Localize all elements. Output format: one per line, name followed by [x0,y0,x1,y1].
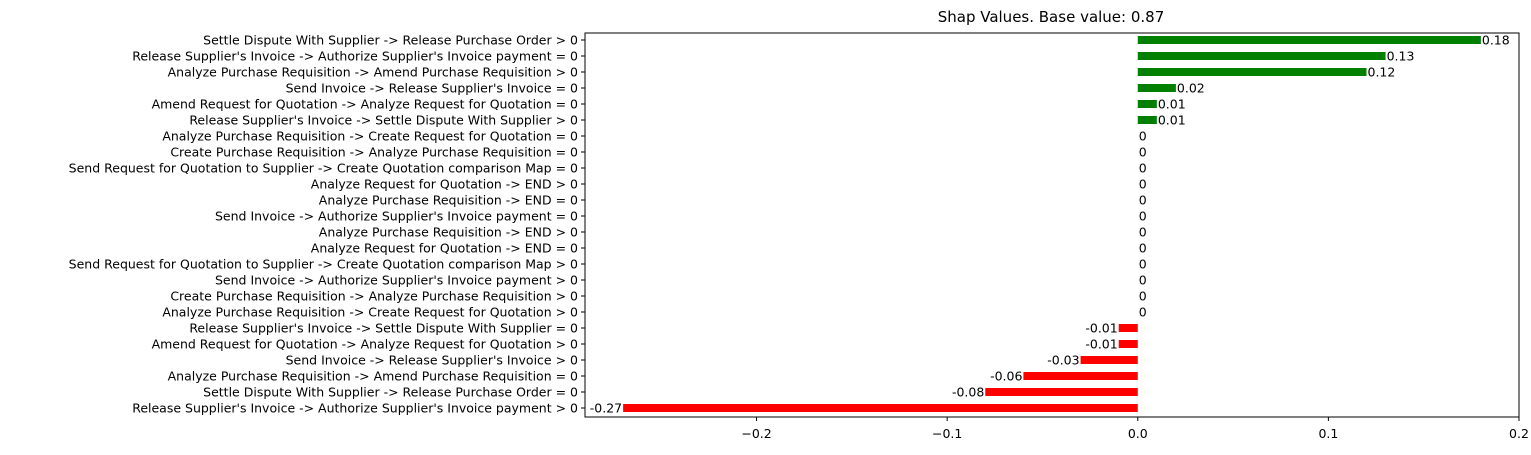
bar [623,404,1138,412]
data-label: -0.01 [1085,337,1117,352]
bar [1023,372,1138,380]
y-tick-label: Analyze Request for Quotation -> END > 0 [311,177,578,192]
data-label: 0.12 [1368,65,1396,80]
bar [1137,52,1386,60]
data-label: 0.18 [1482,33,1510,48]
y-tick-label: Analyze Request for Quotation -> END = 0 [311,241,578,256]
y-tick-label: Amend Request for Quotation -> Analyze R… [152,337,578,352]
data-label: -0.06 [990,369,1022,384]
data-label: 0 [1139,145,1147,160]
y-tick-label: Send Invoice -> Authorize Supplier's Inv… [215,209,578,224]
data-label: 0 [1139,193,1147,208]
y-tick-label: Analyze Purchase Requisition -> END > 0 [319,225,578,240]
bar [1137,116,1157,124]
data-label: 0 [1139,241,1147,256]
data-label: 0.13 [1387,49,1415,64]
y-tick-label: Analyze Purchase Requisition -> Create R… [162,129,578,144]
bar [1118,340,1138,348]
y-tick-label: Analyze Purchase Requisition -> Create R… [162,305,578,320]
bar [1137,68,1367,76]
y-axis: Settle Dispute With Supplier -> Release … [69,33,585,416]
y-tick-label: Settle Dispute With Supplier -> Release … [203,385,578,400]
y-tick-label: Analyze Purchase Requisition -> Amend Pu… [168,369,578,384]
data-label: 0 [1139,257,1147,272]
x-tick-label: 0.1 [1318,426,1338,441]
data-label: -0.27 [590,401,622,416]
y-tick-label: Create Purchase Requisition -> Analyze P… [170,145,578,160]
bar [1080,356,1138,364]
bar [1137,84,1176,92]
data-label: 0.02 [1177,81,1205,96]
x-axis: −0.2 −0.1 0.0 0.1 0.2 [741,417,1529,441]
y-tick-label: Release Supplier's Invoice -> Settle Dis… [189,321,578,336]
bar [985,388,1138,396]
x-tick-label: 0.0 [1128,426,1148,441]
y-tick-label: Send Request for Quotation to Supplier -… [69,257,578,272]
data-label: 0.01 [1158,97,1186,112]
plot-frame [584,32,1520,418]
y-tick-label: Release Supplier's Invoice -> Authorize … [132,401,578,416]
data-label: -0.01 [1085,321,1117,336]
bar [1137,100,1157,108]
y-tick-label: Send Invoice -> Release Supplier's Invoi… [286,353,578,368]
data-label: 0 [1139,161,1147,176]
data-label: 0 [1139,305,1147,320]
y-tick-label: Send Invoice -> Release Supplier's Invoi… [286,81,578,96]
data-label: 0 [1139,177,1147,192]
x-tick-label: −0.1 [932,426,962,441]
data-label: 0 [1139,225,1147,240]
data-label: 0.01 [1158,113,1186,128]
data-label: 0 [1139,209,1147,224]
y-tick-label: Analyze Purchase Requisition -> Amend Pu… [168,65,578,80]
y-tick-label: Settle Dispute With Supplier -> Release … [203,33,578,48]
data-label: 0 [1139,129,1147,144]
data-label: -0.08 [952,385,984,400]
data-label: 0 [1139,289,1147,304]
bar [1137,36,1481,44]
data-label: 0 [1139,273,1147,288]
y-tick-label: Send Invoice -> Authorize Supplier's Inv… [215,273,578,288]
x-tick-label: −0.2 [741,426,771,441]
data-label: -0.03 [1047,353,1079,368]
y-tick-label: Analyze Purchase Requisition -> END = 0 [319,193,578,208]
bar [1118,324,1138,332]
x-tick-label: 0.2 [1509,426,1529,441]
chart-title: Shap Values. Base value: 0.87 [938,8,1165,26]
y-tick-label: Create Purchase Requisition -> Analyze P… [170,289,578,304]
plot-area: 0.180.130.120.020.010.01000000000000-0.0… [590,33,1510,416]
y-tick-label: Release Supplier's Invoice -> Authorize … [132,49,578,64]
y-tick-label: Send Request for Quotation to Supplier -… [69,161,578,176]
y-tick-label: Amend Request for Quotation -> Analyze R… [152,97,578,112]
y-tick-label: Release Supplier's Invoice -> Settle Dis… [189,113,578,128]
